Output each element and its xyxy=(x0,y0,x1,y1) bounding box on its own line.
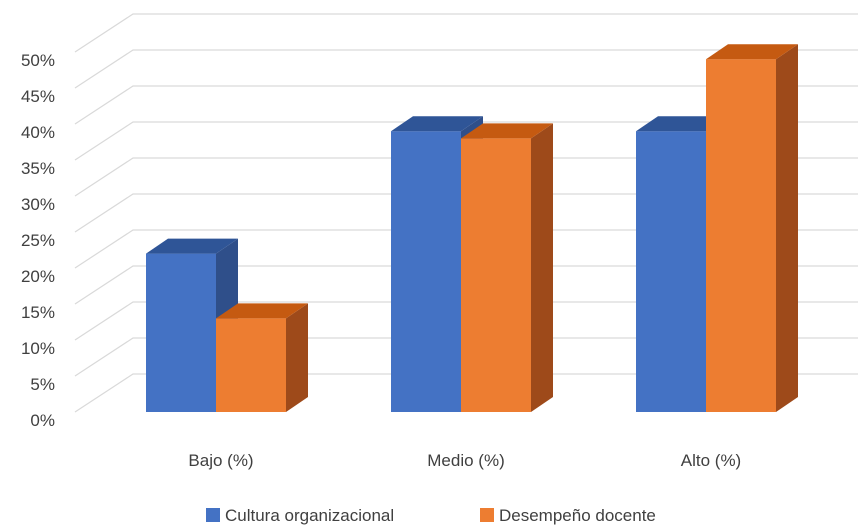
gridline xyxy=(74,265,858,305)
y-tick-label: 40% xyxy=(21,123,55,142)
bar-top-face xyxy=(216,303,308,319)
y-tick-label: 15% xyxy=(21,303,55,322)
legend-label: Cultura organizacional xyxy=(225,506,394,525)
y-tick-label: 50% xyxy=(21,51,55,70)
gridline xyxy=(74,193,858,233)
y-tick-label: 30% xyxy=(21,195,55,214)
gridline xyxy=(74,13,858,53)
gridline xyxy=(74,85,858,125)
bar-side-face xyxy=(776,44,798,412)
bar xyxy=(461,123,553,413)
bar-front-face xyxy=(706,59,776,412)
x-category-label: Alto (%) xyxy=(681,451,741,470)
y-tick-label: 10% xyxy=(21,339,55,358)
gridline xyxy=(74,157,858,197)
gridline xyxy=(74,121,858,161)
bars xyxy=(146,44,798,413)
y-axis-ticks: 0% 5% 10% 15% 20% 25% 30% 35% 40% 45% 50% xyxy=(21,51,55,430)
y-tick-label: 35% xyxy=(21,159,55,178)
y-tick-label: 5% xyxy=(30,375,55,394)
gridline xyxy=(74,301,858,341)
x-category-label: Bajo (%) xyxy=(188,451,253,470)
y-tick-label: 20% xyxy=(21,267,55,286)
x-category-label: Medio (%) xyxy=(427,451,504,470)
legend-swatch xyxy=(206,508,220,522)
gridline xyxy=(74,373,858,413)
gridline xyxy=(74,229,858,269)
bar-top-face xyxy=(146,238,238,254)
bar-front-face xyxy=(146,253,216,412)
y-tick-label: 0% xyxy=(30,411,55,430)
gridline xyxy=(74,337,858,377)
bar-front-face xyxy=(461,138,531,412)
bar xyxy=(706,44,798,412)
legend-swatch xyxy=(480,508,494,522)
x-axis-categories: Bajo (%) Medio (%) Alto (%) xyxy=(188,451,741,470)
bar-front-face xyxy=(391,131,461,412)
bar-top-face xyxy=(391,116,483,132)
bar-side-face xyxy=(531,123,553,413)
bar-front-face xyxy=(216,318,286,412)
bar-top-face xyxy=(461,123,553,139)
bar-top-face xyxy=(706,44,798,60)
bar xyxy=(216,303,308,412)
gridline xyxy=(74,49,858,89)
bar-front-face xyxy=(636,131,706,412)
y-tick-label: 45% xyxy=(21,87,55,106)
legend-label: Desempeño docente xyxy=(499,506,656,525)
y-tick-label: 25% xyxy=(21,231,55,250)
bar-top-face xyxy=(636,116,728,132)
gridlines xyxy=(74,13,858,413)
bar-side-face xyxy=(286,303,308,412)
legend: Cultura organizacional Desempeño docente xyxy=(206,506,656,525)
